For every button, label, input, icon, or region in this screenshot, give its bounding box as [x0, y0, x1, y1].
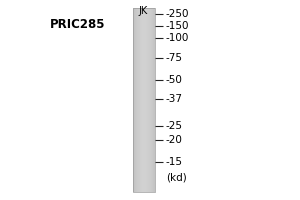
Text: -75: -75 — [166, 53, 183, 63]
Text: JK: JK — [138, 6, 148, 16]
Bar — [146, 8, 147, 192]
Bar — [143, 8, 144, 192]
Text: (kd): (kd) — [166, 172, 187, 182]
Bar — [141, 8, 142, 192]
Bar — [151, 8, 152, 192]
Bar — [149, 8, 150, 192]
Bar — [153, 8, 154, 192]
Bar — [135, 8, 136, 192]
Bar — [138, 8, 139, 192]
Text: -25: -25 — [166, 121, 183, 131]
Text: -50: -50 — [166, 75, 183, 85]
Bar — [136, 8, 137, 192]
Bar — [134, 8, 135, 192]
Bar — [154, 8, 155, 192]
Bar — [144, 8, 145, 192]
Text: -150: -150 — [166, 21, 190, 31]
Bar — [148, 8, 149, 192]
Bar — [147, 8, 148, 192]
Bar — [152, 8, 153, 192]
Bar — [140, 8, 141, 192]
Bar — [133, 8, 134, 192]
Text: -20: -20 — [166, 135, 183, 145]
Text: -100: -100 — [166, 33, 189, 43]
Bar — [133, 8, 155, 192]
Text: -15: -15 — [166, 157, 183, 167]
Bar — [142, 8, 143, 192]
Bar — [139, 8, 140, 192]
Bar — [145, 8, 146, 192]
Text: -250: -250 — [166, 9, 190, 19]
Bar — [137, 8, 138, 192]
Text: -37: -37 — [166, 94, 183, 104]
Text: PRIC285: PRIC285 — [50, 18, 105, 31]
Bar — [150, 8, 151, 192]
